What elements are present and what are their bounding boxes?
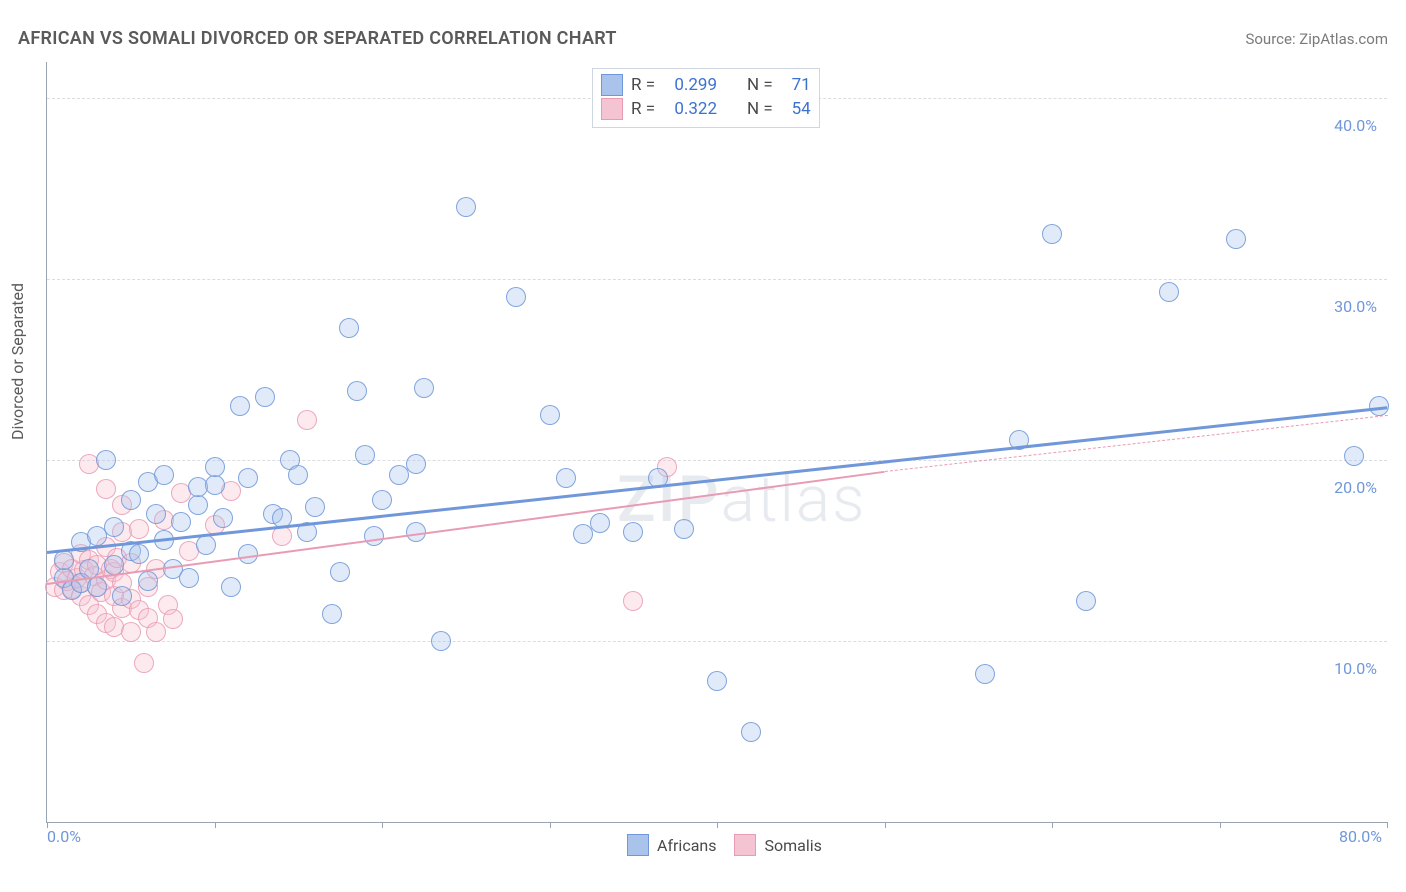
x-tick-mark [717,822,718,828]
chart-title: AFRICAN VS SOMALI DIVORCED OR SEPARATED … [18,28,617,49]
stat-n-value: 54 [781,97,811,121]
grid-line [47,460,1387,461]
africans-point [138,571,158,591]
x-tick-mark [215,822,216,828]
title-bar: AFRICAN VS SOMALI DIVORCED OR SEPARATED … [18,28,1388,49]
legend-swatch [601,98,623,120]
africans-point [1076,591,1096,611]
stats-row: R = 0.322 N = 54 [601,97,811,121]
somalis-point [121,622,141,642]
africans-point [179,568,199,588]
africans-point [238,468,258,488]
africans-point [456,197,476,217]
africans-point [1344,446,1364,466]
africans-point [975,664,995,684]
africans-point [322,604,342,624]
stat-n-label: N = [747,73,773,97]
plot-wrap: ZIPatlas 10.0%20.0%30.0%40.0%0.0%80.0%R … [46,62,1386,822]
africans-point [154,465,174,485]
africans-point [431,631,451,651]
y-axis-label: Divorced or Separated [8,283,27,440]
africans-point [623,522,643,542]
x-tick-mark [1220,822,1221,828]
africans-point [339,318,359,338]
africans-point [129,544,149,564]
africans-point [171,512,191,532]
africans-point [205,457,225,477]
africans-point [230,396,250,416]
grid-line [47,641,1387,642]
africans-point [1159,282,1179,302]
legend-swatch [601,74,623,96]
legend-swatch [627,834,649,856]
x-tick-label: 80.0% [1339,827,1382,846]
africans-point [121,490,141,510]
somalis-point [297,410,317,430]
regression-line [884,415,1387,472]
x-tick-mark [885,822,886,828]
stats-box: R = 0.299 N = 71 R = 0.322 N = 54 [592,68,820,128]
africans-point [506,287,526,307]
legend-label: Africans [657,836,716,855]
africans-point [1042,224,1062,244]
legend-item: Africans [627,834,716,856]
africans-point [406,454,426,474]
africans-point [372,490,392,510]
africans-point [556,468,576,488]
africans-point [288,465,308,485]
africans-point [364,526,384,546]
africans-point [305,497,325,517]
x-tick-mark [550,822,551,828]
africans-point [205,475,225,495]
somalis-point [623,591,643,611]
somalis-point [163,609,183,629]
africans-point [330,562,350,582]
africans-point [741,722,761,742]
africans-point [540,405,560,425]
legend: Africans Somalis [627,834,822,856]
africans-point [104,517,124,537]
x-tick-mark [1052,822,1053,828]
africans-point [1226,229,1246,249]
y-tick-label: 10.0% [1334,659,1377,678]
legend-label: Somalis [764,836,821,855]
africans-point [707,671,727,691]
source-attribution: Source: ZipAtlas.com [1245,30,1388,48]
africans-point [196,535,216,555]
y-tick-label: 40.0% [1334,116,1377,135]
x-tick-mark [382,822,383,828]
africans-point [255,387,275,407]
stat-r-value: 0.299 [663,73,717,97]
stats-row: R = 0.299 N = 71 [601,73,811,97]
africans-point [674,519,694,539]
africans-point [188,495,208,515]
y-tick-label: 30.0% [1334,297,1377,316]
stat-n-label: N = [747,97,773,121]
africans-point [96,450,116,470]
somalis-point [146,622,166,642]
legend-swatch [734,834,756,856]
stat-n-value: 71 [781,73,811,97]
africans-point [221,577,241,597]
somalis-point [96,479,116,499]
africans-point [347,381,367,401]
x-tick-label: 0.0% [47,827,81,846]
plot-area: ZIPatlas 10.0%20.0%30.0%40.0%0.0%80.0%R … [46,62,1387,823]
africans-point [87,577,107,597]
stat-r-value: 0.322 [663,97,717,121]
stat-r-label: R = [631,73,655,97]
africans-point [355,445,375,465]
grid-line [47,279,1387,280]
somalis-point [129,519,149,539]
somalis-point [134,653,154,673]
africans-point [414,378,434,398]
africans-point [590,513,610,533]
legend-item: Somalis [734,834,821,856]
x-tick-mark [1387,822,1388,828]
y-tick-label: 20.0% [1334,478,1377,497]
africans-point [213,508,233,528]
stat-r-label: R = [631,97,655,121]
